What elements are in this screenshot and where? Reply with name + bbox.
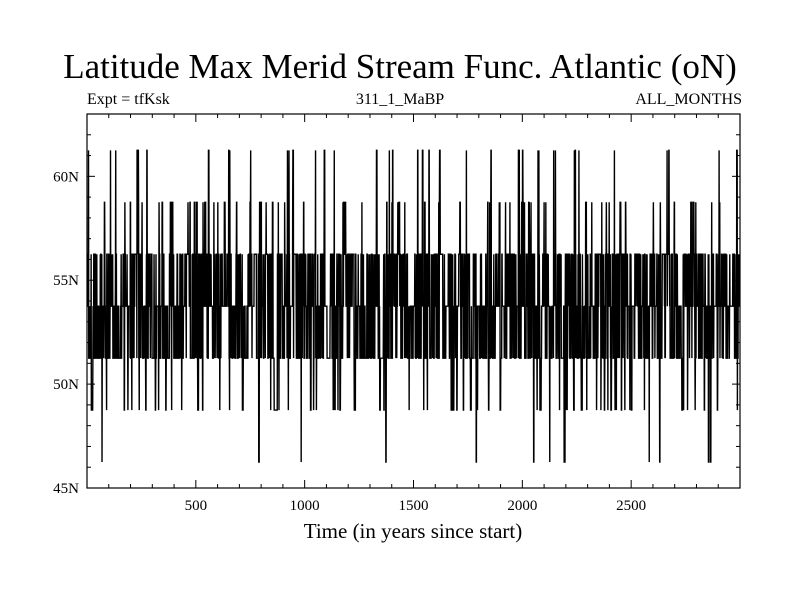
series-layer [87, 149, 740, 463]
x-tick-label: 1000 [290, 498, 320, 514]
x-tick-label: 2000 [507, 498, 537, 514]
run-label: 311_1_MaBP [355, 91, 445, 108]
y-tick-label: 55N [53, 273, 79, 289]
y-tick-label: 60N [53, 169, 79, 185]
x-axis: 500 1000 1500 2000 2500 [108, 114, 719, 514]
y-tick-label: 45N [53, 481, 79, 497]
x-tick-label: 1500 [399, 498, 429, 514]
months-label: ALL_MONTHS [635, 91, 742, 108]
chart-title: Latitude Max Merid Stream Func. Atlantic… [63, 47, 737, 86]
x-tick-label: 2500 [616, 498, 646, 514]
x-axis-label: Time (in years since start) [304, 519, 523, 543]
y-tick-label: 50N [53, 377, 79, 393]
x-tick-label: 500 [185, 498, 208, 514]
series-line [87, 149, 740, 463]
y-axis: 45N 50N 55N 60N [53, 113, 740, 497]
experiment-label: Expt = tfKsk [87, 91, 170, 108]
